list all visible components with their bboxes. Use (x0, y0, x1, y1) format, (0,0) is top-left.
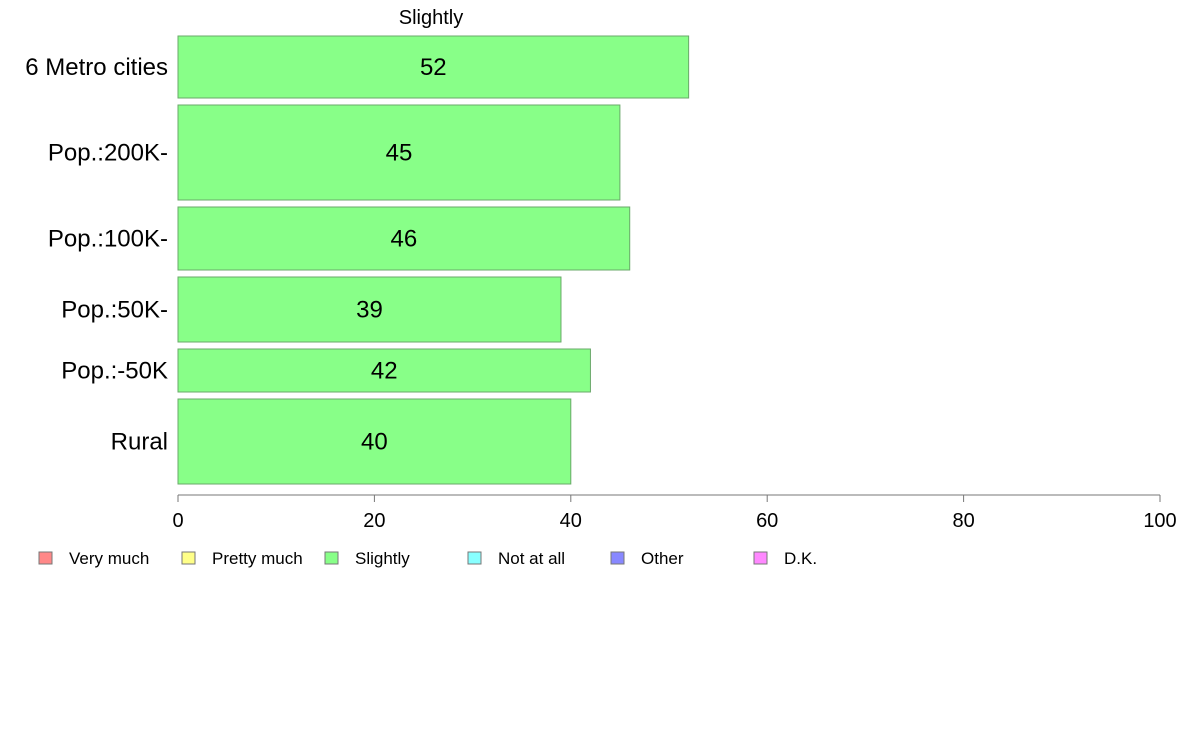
data-label: 46 (391, 226, 418, 253)
chart-title: Slightly (399, 7, 463, 29)
legend-swatch (181, 551, 196, 565)
bar (177, 35, 690, 99)
legend-swatch (610, 551, 625, 565)
data-label: 52 (420, 54, 447, 81)
data-label: 39 (356, 297, 383, 324)
x-tick-label: 80 (952, 510, 974, 532)
category-label: 6 Metro cities (25, 54, 168, 81)
bar (177, 348, 591, 393)
legend-label: Not at all (498, 549, 565, 568)
legend-label: Pretty much (212, 549, 303, 568)
legend-label: Other (641, 549, 684, 568)
legend-label: Slightly (355, 549, 410, 568)
legend-swatch (467, 551, 482, 565)
category-label: Pop.:-50K (61, 358, 168, 385)
legend-swatch (324, 551, 339, 565)
category-label: Pop.:100K- (48, 226, 168, 253)
bars-group: 6 Metro cities 52 Pop.:200K- 45 Pop.:100K- 46… (25, 35, 690, 485)
category-label: Pop.:50K- (61, 297, 168, 324)
category-label: Pop.:200K- (48, 140, 168, 167)
legend: Very much Pretty much Slightly Not at all Ot… (38, 549, 817, 568)
data-label: 42 (371, 358, 398, 385)
legend-swatch (38, 551, 53, 565)
bar (177, 104, 621, 201)
bar (177, 276, 562, 343)
legend-swatch (753, 551, 768, 565)
x-axis: 0 20 40 60 80 100 (172, 494, 1177, 532)
data-label: 45 (386, 140, 413, 167)
x-tick-label: 0 (172, 510, 183, 532)
legend-label: Very much (69, 549, 149, 568)
bar (177, 206, 631, 271)
legend-label: D.K. (784, 549, 817, 568)
bar (177, 398, 572, 485)
x-tick-label: 40 (560, 510, 582, 532)
x-tick-label: 60 (756, 510, 778, 532)
x-tick-label: 100 (1143, 510, 1176, 532)
x-tick-label: 20 (363, 510, 385, 532)
data-label: 40 (361, 429, 388, 456)
category-label: Rural (111, 429, 168, 456)
